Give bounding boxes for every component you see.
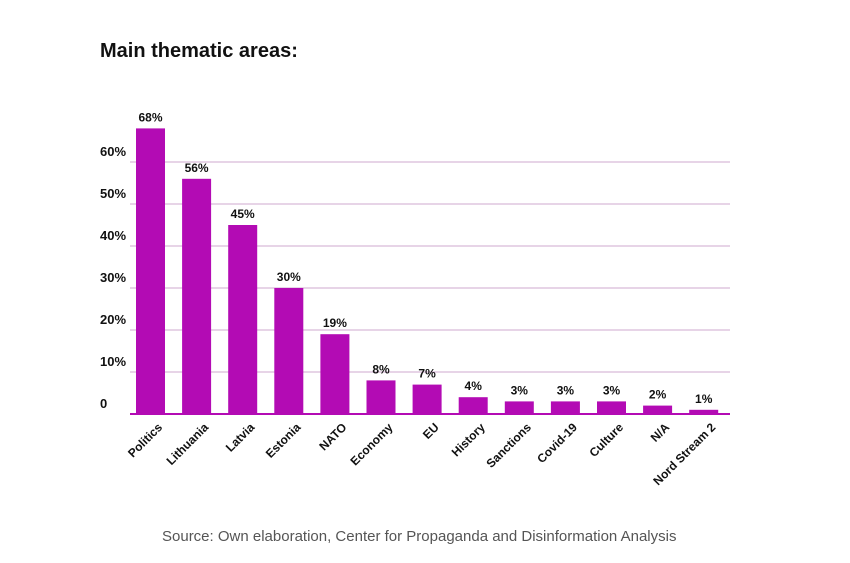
category-label: Economy [348,420,396,468]
category-label: NATO [316,420,349,453]
data-label: 8% [372,362,390,376]
grid-lines [130,161,730,373]
category-label: Culture [587,420,627,460]
y-tick-label: 0 [100,396,107,411]
y-axis-ticks: 0 10% 20% 30% 40% 50% 60% [100,144,126,411]
data-labels: 68% 56% 45% 30% 19% 8% 7% 4% 3% 3% 3% 2% 1% [138,110,712,405]
y-tick-label: 10% [100,354,126,369]
category-label: Politics [125,420,165,460]
category-label: N/A [648,420,673,445]
data-label: 3% [603,383,621,397]
source-note: Source: Own elaboration, Center for Prop… [162,528,677,545]
y-tick-label: 40% [100,228,126,243]
category-label: Estonia [263,420,304,461]
bar [458,397,488,414]
category-label: Lithuania [164,420,212,468]
data-label: 3% [511,383,529,397]
y-tick-label: 30% [100,270,126,285]
bar [182,178,212,414]
data-label: 2% [649,388,667,402]
data-label: 3% [557,383,575,397]
category-label: Covid-19 [534,420,580,466]
bar [689,409,719,414]
category-label: History [449,420,488,459]
bar [550,401,580,414]
category-label: Sanctions [483,420,534,471]
data-label: 56% [185,161,209,175]
y-tick-label: 50% [100,186,126,201]
data-label: 7% [418,367,436,381]
y-tick-label: 60% [100,144,126,159]
bar [412,384,442,414]
bars [136,128,719,414]
data-label: 68% [138,110,162,124]
data-label: 30% [277,270,301,284]
bar [643,405,673,414]
data-label: 45% [231,207,255,221]
bar [228,225,258,414]
bar [504,401,534,414]
bar [136,128,165,414]
y-tick-label: 20% [100,312,126,327]
bar [320,334,350,414]
bar [366,380,396,414]
category-label: Latvia [223,420,258,455]
bar [274,288,304,414]
data-label: 19% [323,316,347,330]
data-label: 1% [695,392,713,406]
chart-title: Main thematic areas: [100,40,298,62]
category-label: EU [420,420,442,442]
bar [597,401,626,414]
data-label: 4% [465,379,483,393]
